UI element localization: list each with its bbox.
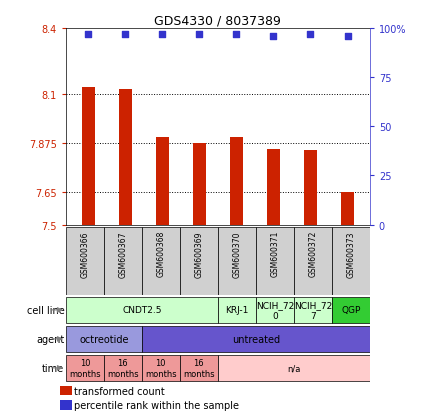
Bar	[119, 90, 132, 225]
Text: transformed count: transformed count	[74, 386, 165, 396]
Bar	[66, 355, 104, 381]
Text: GSM600368: GSM600368	[156, 230, 165, 277]
Bar	[193, 143, 206, 225]
Text: GSM600369: GSM600369	[194, 230, 203, 277]
Text: GSM600373: GSM600373	[346, 230, 355, 277]
Bar	[218, 227, 256, 295]
Point	[159, 31, 166, 38]
Bar	[60, 400, 72, 410]
Text: NCIH_72
0: NCIH_72 0	[256, 301, 294, 320]
Point	[307, 31, 314, 38]
Text: QGP: QGP	[341, 306, 360, 315]
Text: agent: agent	[36, 334, 64, 344]
Text: untreated: untreated	[232, 334, 280, 344]
Text: GSM600367: GSM600367	[118, 230, 127, 277]
Text: 10
months: 10 months	[145, 358, 177, 377]
Text: GSM600366: GSM600366	[80, 230, 89, 277]
Text: octreotide: octreotide	[79, 334, 129, 344]
Point	[344, 33, 351, 40]
Point	[85, 31, 91, 38]
Bar	[156, 138, 169, 225]
Text: CNDT2.5: CNDT2.5	[122, 306, 162, 315]
Bar	[218, 355, 370, 381]
Bar	[230, 138, 243, 225]
Text: percentile rank within the sample: percentile rank within the sample	[74, 400, 239, 410]
Bar	[294, 227, 332, 295]
Bar	[104, 355, 142, 381]
Bar	[218, 297, 256, 323]
Bar	[256, 297, 294, 323]
Bar	[142, 326, 370, 352]
Bar	[66, 326, 142, 352]
Bar	[341, 193, 354, 225]
Point	[233, 31, 240, 38]
Bar	[267, 150, 280, 225]
Bar	[104, 227, 142, 295]
Bar	[142, 355, 180, 381]
Text: 16
months: 16 months	[107, 358, 139, 377]
Bar	[256, 227, 294, 295]
Text: cell line: cell line	[27, 305, 64, 315]
Bar	[142, 227, 180, 295]
Text: GSM600370: GSM600370	[232, 230, 241, 277]
Text: GSM600371: GSM600371	[270, 230, 279, 277]
Bar	[304, 151, 317, 225]
Bar	[180, 227, 218, 295]
Text: GSM600372: GSM600372	[308, 230, 317, 277]
Point	[270, 33, 277, 40]
Point	[196, 31, 203, 38]
Point	[122, 31, 129, 38]
Bar	[332, 227, 370, 295]
Text: time: time	[42, 363, 64, 373]
Bar	[82, 88, 95, 225]
Text: n/a: n/a	[287, 363, 300, 373]
Text: NCIH_72
7: NCIH_72 7	[294, 301, 332, 320]
Text: KRJ-1: KRJ-1	[225, 306, 249, 315]
Title: GDS4330 / 8037389: GDS4330 / 8037389	[154, 15, 281, 28]
Text: 16
months: 16 months	[183, 358, 215, 377]
Bar	[332, 297, 370, 323]
Bar	[294, 297, 332, 323]
Bar	[60, 386, 72, 396]
Text: 10
months: 10 months	[69, 358, 101, 377]
Bar	[66, 227, 104, 295]
Bar	[66, 297, 218, 323]
Bar	[180, 355, 218, 381]
